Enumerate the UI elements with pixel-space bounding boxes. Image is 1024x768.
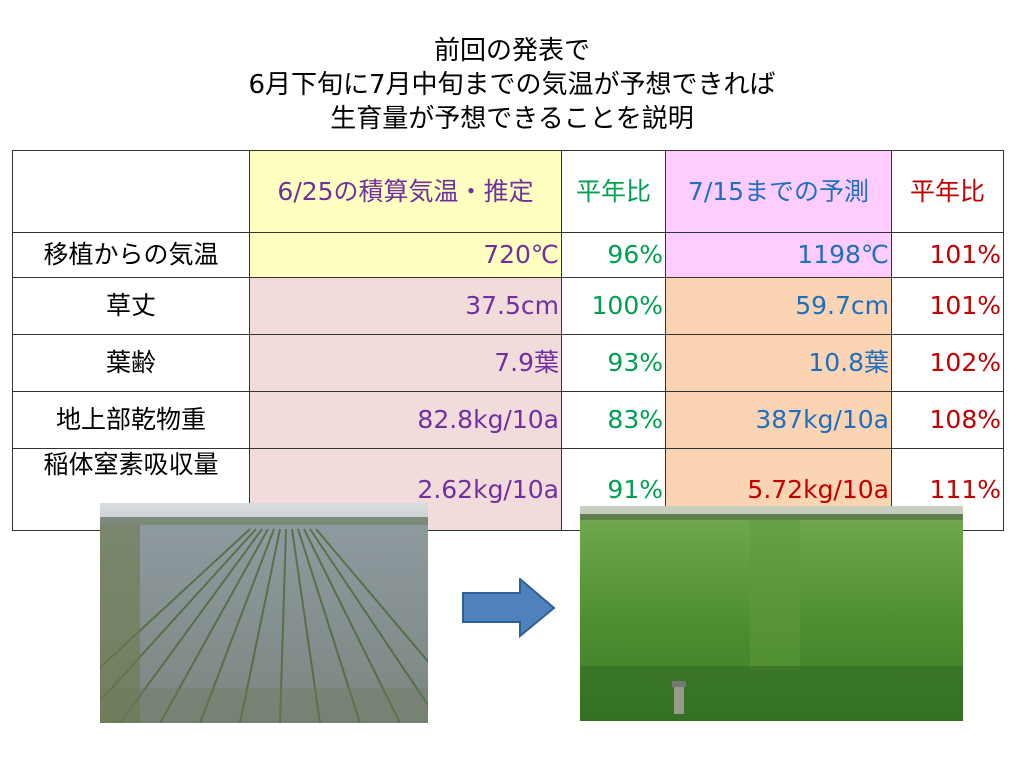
title-line-1: 前回の発表で <box>433 36 590 66</box>
grown-rice-paddy-photo <box>580 506 963 721</box>
header-forecast-0715: 7/15までの予測 <box>665 150 892 233</box>
right-arrow-icon <box>462 578 556 638</box>
growth-table: 6/25の積算気温・推定 平年比 7/15までの予測 平年比 移植からの気温 7… <box>12 150 1004 531</box>
table-row: 草丈 37.5cm 100% 59.7cm 101% <box>12 277 1004 335</box>
forecast-ratio: 101% <box>891 232 1004 278</box>
estimate-ratio: 83% <box>561 391 666 449</box>
forecast-ratio: 108% <box>891 391 1004 449</box>
estimate-value: 720℃ <box>249 232 562 278</box>
forecast-value: 1198℃ <box>665 232 892 278</box>
row-label: 草丈 <box>12 277 250 335</box>
row-label: 移植からの気温 <box>12 232 250 278</box>
estimate-value: 7.9葉 <box>249 334 562 392</box>
estimate-ratio: 96% <box>561 232 666 278</box>
header-empty <box>12 150 250 233</box>
table-header-row: 6/25の積算気温・推定 平年比 7/15までの予測 平年比 <box>12 150 1004 233</box>
forecast-value: 59.7cm <box>665 277 892 335</box>
table-row: 葉齢 7.9葉 93% 10.8葉 102% <box>12 334 1004 392</box>
header-ratio-2: 平年比 <box>891 150 1004 233</box>
estimate-ratio: 93% <box>561 334 666 392</box>
row-label: 葉齢 <box>12 334 250 392</box>
estimate-ratio: 100% <box>561 277 666 335</box>
table-row: 移植からの気温 720℃ 96% 1198℃ 101% <box>12 232 1004 278</box>
estimate-value: 82.8kg/10a <box>249 391 562 449</box>
forecast-ratio: 101% <box>891 277 1004 335</box>
header-estimate-0625: 6/25の積算気温・推定 <box>249 150 562 233</box>
young-rice-paddy-photo <box>100 503 428 723</box>
forecast-ratio: 102% <box>891 334 1004 392</box>
table-row: 地上部乾物重 82.8kg/10a 83% 387kg/10a 108% <box>12 391 1004 449</box>
title-line-3: 生育量が予想できることを説明 <box>330 104 694 134</box>
forecast-value: 10.8葉 <box>665 334 892 392</box>
estimate-value: 37.5cm <box>249 277 562 335</box>
row-label: 地上部乾物重 <box>12 391 250 449</box>
slide-title: 前回の発表で 6月下旬に7月中旬までの気温が予想できれば 生育量が予想できること… <box>0 34 1024 136</box>
forecast-value: 387kg/10a <box>665 391 892 449</box>
header-ratio-1: 平年比 <box>561 150 666 233</box>
title-line-2: 6月下旬に7月中旬までの気温が予想できれば <box>248 70 776 100</box>
